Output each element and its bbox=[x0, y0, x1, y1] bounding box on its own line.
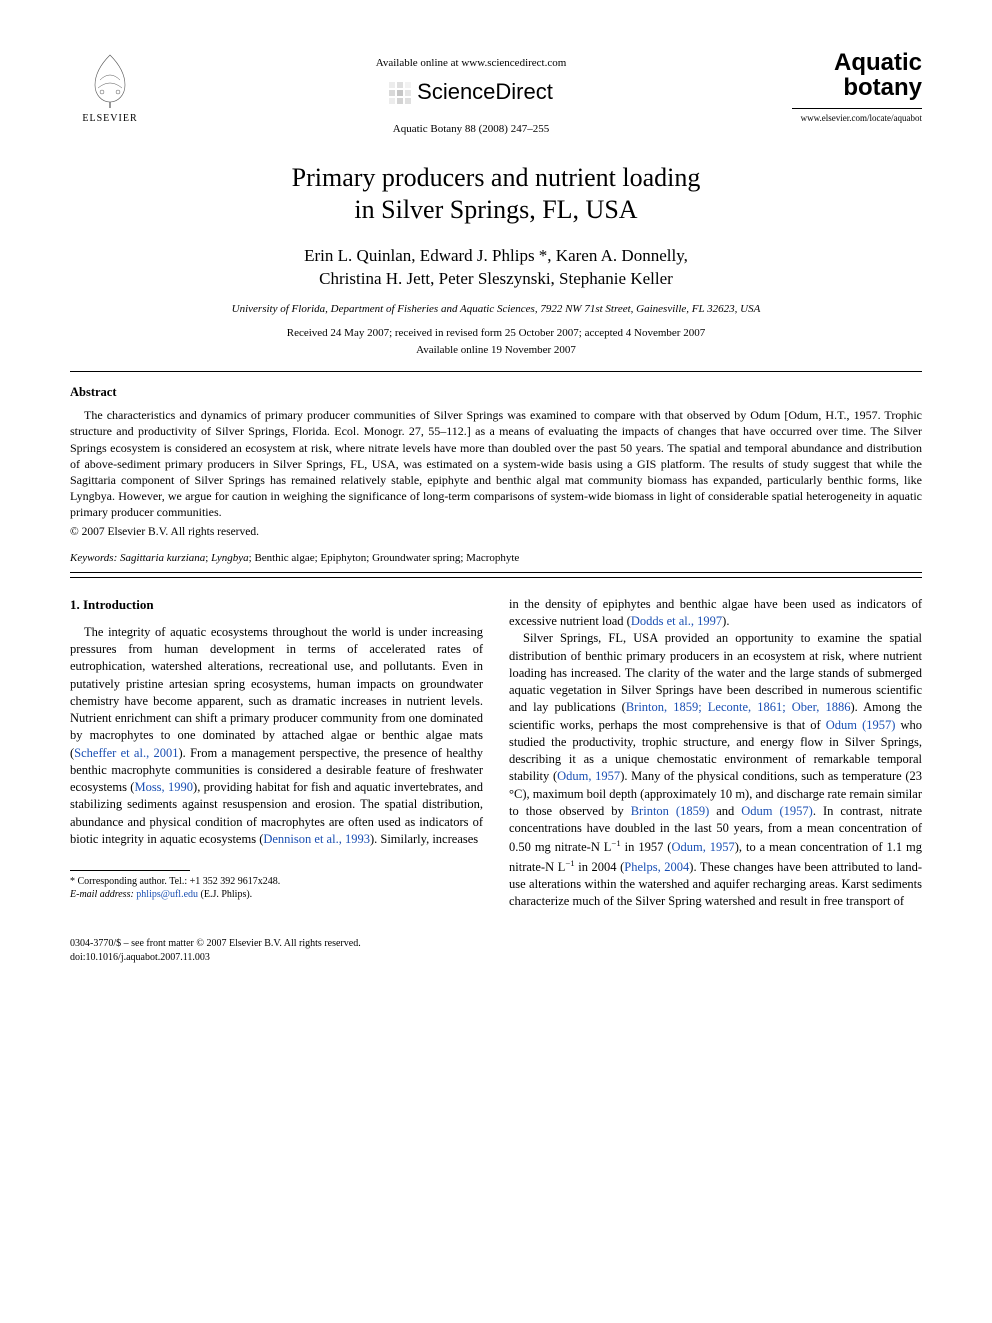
title-line2: in Silver Springs, FL, USA bbox=[354, 195, 637, 224]
footnote-email-label: E-mail address: bbox=[70, 889, 134, 900]
left-column: 1. Introduction The integrity of aquatic… bbox=[70, 596, 483, 911]
elsevier-label: ELSEVIER bbox=[82, 112, 137, 126]
keywords-label: Keywords: bbox=[70, 552, 117, 564]
elsevier-tree-icon bbox=[80, 50, 140, 110]
received-dates: Received 24 May 2007; received in revise… bbox=[70, 326, 922, 341]
ref-brinton-1859[interactable]: Brinton (1859) bbox=[631, 804, 710, 818]
header-row: ELSEVIER Available online at www.science… bbox=[70, 50, 922, 138]
rule-below-keywords bbox=[70, 572, 922, 578]
journal-name-line2: botany bbox=[843, 74, 922, 101]
ref-scheffer-2001[interactable]: Scheffer et al., 2001 bbox=[74, 746, 178, 760]
affiliation: University of Florida, Department of Fis… bbox=[70, 302, 922, 317]
footer-left: 0304-3770/$ – see front matter © 2007 El… bbox=[70, 937, 361, 965]
title-line1: Primary producers and nutrient loading bbox=[292, 163, 701, 192]
journal-logo-block: Aquatic botany www.elsevier.com/locate/a… bbox=[792, 50, 922, 125]
ref-odum-1957-a[interactable]: Odum (1957) bbox=[826, 718, 896, 732]
section-1-heading: 1. Introduction bbox=[70, 596, 483, 614]
ref-moss-1990[interactable]: Moss, 1990 bbox=[134, 780, 193, 794]
elsevier-logo: ELSEVIER bbox=[70, 50, 150, 126]
ref-phelps-2004[interactable]: Phelps, 2004 bbox=[624, 860, 689, 874]
available-online-date: Available online 19 November 2007 bbox=[70, 343, 922, 358]
abstract-heading: Abstract bbox=[70, 384, 922, 402]
footer-front-matter: 0304-3770/$ – see front matter © 2007 El… bbox=[70, 937, 361, 951]
footer-doi: doi:10.1016/j.aquabot.2007.11.003 bbox=[70, 951, 361, 965]
corresponding-author-footnote: * Corresponding author. Tel.: +1 352 392… bbox=[70, 875, 483, 901]
journal-name-line1: Aquatic bbox=[834, 49, 922, 76]
right-column: in the density of epiphytes and benthic … bbox=[509, 596, 922, 911]
footnote-email-line: E-mail address: phlips@ufl.edu (E.J. Phl… bbox=[70, 888, 483, 901]
ref-odum-1957-b[interactable]: Odum, 1957 bbox=[557, 769, 620, 783]
intro-paragraph-2: Silver Springs, FL, USA provided an oppo… bbox=[509, 630, 922, 910]
ref-dodds-1997[interactable]: Dodds et al., 1997 bbox=[631, 614, 722, 628]
authors-line2: Christina H. Jett, Peter Sleszynski, Ste… bbox=[319, 269, 673, 288]
footnote-separator bbox=[70, 870, 190, 871]
abstract-text: The characteristics and dynamics of prim… bbox=[70, 407, 922, 520]
ref-odum-1957-c[interactable]: Odum (1957) bbox=[741, 804, 813, 818]
sciencedirect-icon bbox=[389, 82, 411, 104]
keywords-line: Keywords: Sagittaria kurziana; Lyngbya; … bbox=[70, 551, 922, 566]
footnote-email-name: (E.J. Phlips). bbox=[198, 889, 252, 900]
authors: Erin L. Quinlan, Edward J. Phlips *, Kar… bbox=[70, 245, 922, 291]
abstract-copyright: © 2007 Elsevier B.V. All rights reserved… bbox=[70, 524, 922, 540]
sciencedirect-logo: ScienceDirect bbox=[150, 77, 792, 108]
abstract-body: The characteristics and dynamics of prim… bbox=[70, 407, 922, 520]
ref-brinton-leconte-ober[interactable]: Brinton, 1859; Leconte, 1861; Ober, 1886 bbox=[626, 700, 851, 714]
available-online-text: Available online at www.sciencedirect.co… bbox=[150, 56, 792, 71]
page-footer: 0304-3770/$ – see front matter © 2007 El… bbox=[70, 931, 922, 965]
ref-dennison-1993[interactable]: Dennison et al., 1993 bbox=[263, 832, 370, 846]
intro-paragraph-1: The integrity of aquatic ecosystems thro… bbox=[70, 624, 483, 848]
center-header: Available online at www.sciencedirect.co… bbox=[150, 50, 792, 138]
ref-odum-1957-d[interactable]: Odum, 1957 bbox=[671, 841, 734, 855]
article-title: Primary producers and nutrient loading i… bbox=[70, 162, 922, 227]
journal-url: www.elsevier.com/locate/aquabot bbox=[792, 112, 922, 125]
intro-continuation: in the density of epiphytes and benthic … bbox=[509, 596, 922, 631]
authors-line1: Erin L. Quinlan, Edward J. Phlips *, Kar… bbox=[304, 246, 688, 265]
journal-name: Aquatic botany bbox=[792, 50, 922, 109]
footnote-email[interactable]: phlips@ufl.edu bbox=[136, 889, 198, 900]
rule-above-abstract bbox=[70, 371, 922, 372]
journal-reference: Aquatic Botany 88 (2008) 247–255 bbox=[150, 122, 792, 137]
footnote-corr: * Corresponding author. Tel.: +1 352 392… bbox=[70, 875, 483, 888]
keywords-list: Sagittaria kurziana; Lyngbya; Benthic al… bbox=[120, 552, 519, 564]
sciencedirect-text: ScienceDirect bbox=[417, 77, 553, 108]
body-columns: 1. Introduction The integrity of aquatic… bbox=[70, 596, 922, 911]
